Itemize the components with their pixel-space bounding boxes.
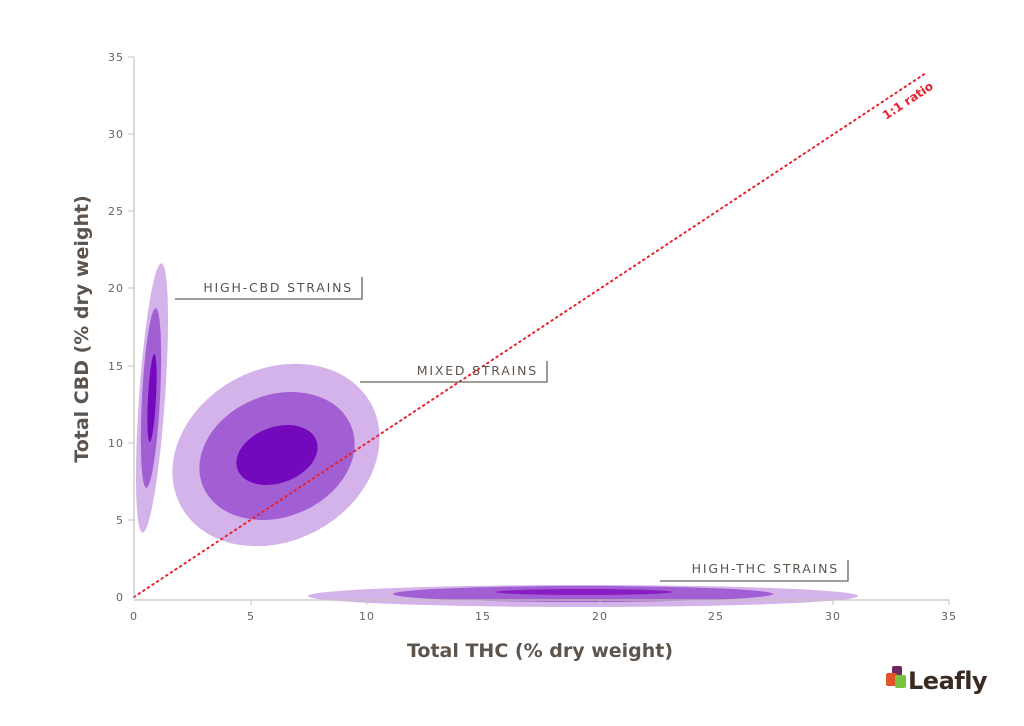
x-axis-title: Total THC (% dry weight): [407, 640, 673, 662]
mixed-inner-contour: [236, 425, 318, 485]
mixed-callout: MIXED STRAINS: [360, 361, 548, 383]
x-tick-25: 25: [708, 610, 724, 623]
x-tick-30: 30: [825, 610, 841, 623]
x-tick-20: 20: [592, 610, 608, 623]
x-tick-0: 0: [130, 610, 138, 623]
y-tick-15: 15: [108, 360, 124, 373]
high-cbd-cluster: [135, 263, 169, 533]
high-thc-cluster: [308, 585, 858, 607]
x-axis: 0 5 10 15 20 25 30 35: [130, 599, 957, 623]
mixed-label: MIXED STRAINS: [417, 363, 538, 378]
y-tick-10: 10: [108, 437, 124, 450]
high-thc-label: HIGH-THC STRAINS: [692, 561, 839, 576]
ratio-reference-line: [133, 72, 927, 598]
leafly-logo: Leafly: [886, 666, 988, 695]
mixed-cluster: [172, 363, 380, 547]
y-axis-title: Total CBD (% dry weight): [71, 195, 93, 462]
logo-square-green: [895, 675, 906, 688]
x-tick-5: 5: [247, 610, 255, 623]
y-tick-35: 35: [108, 51, 124, 64]
y-tick-20: 20: [108, 282, 124, 295]
y-axis: 35 30 25 20 15 10 5 0: [108, 51, 135, 604]
x-tick-10: 10: [359, 610, 375, 623]
high-thc-inner-contour: [496, 589, 672, 595]
high-thc-callout: HIGH-THC STRAINS: [660, 560, 849, 582]
y-tick-25: 25: [108, 205, 124, 218]
high-cbd-callout: HIGH-CBD STRAINS: [175, 277, 363, 300]
logo-square-orange: [886, 673, 897, 686]
y-tick-30: 30: [108, 128, 124, 141]
high-cbd-inner-contour: [147, 354, 157, 442]
x-tick-35: 35: [941, 610, 957, 623]
logo-text: Leafly: [908, 667, 988, 695]
high-cbd-label: HIGH-CBD STRAINS: [203, 280, 353, 295]
x-tick-15: 15: [475, 610, 491, 623]
y-tick-0: 0: [116, 591, 124, 604]
ratio-label: 1:1 ratio: [880, 79, 936, 123]
y-tick-5: 5: [116, 514, 124, 527]
